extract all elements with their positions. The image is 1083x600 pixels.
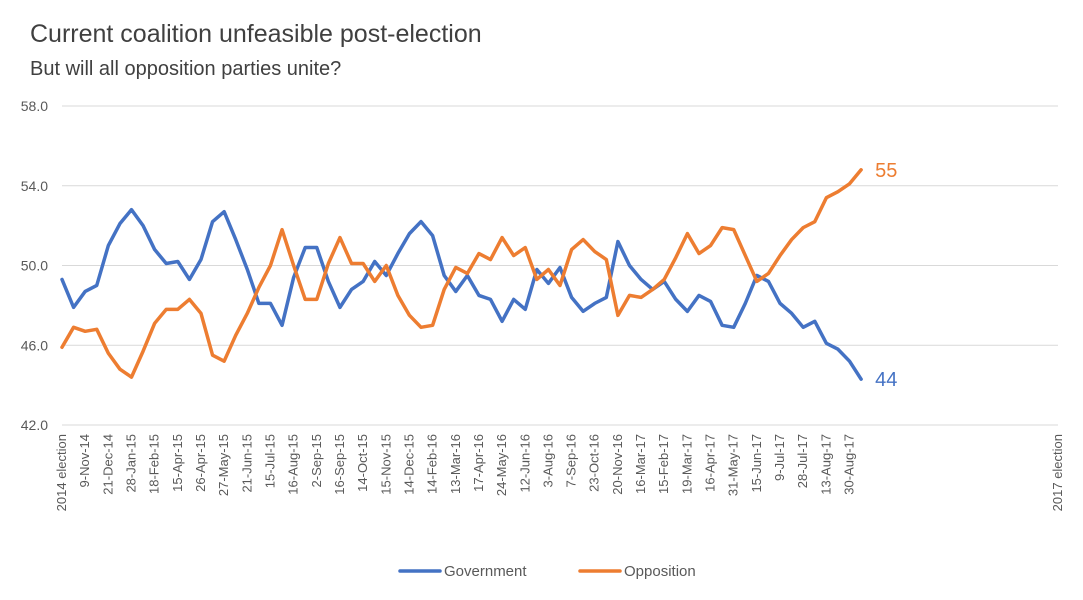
x-tick-label: 14-Dec-15 bbox=[401, 434, 416, 495]
legend: Government Opposition bbox=[398, 563, 696, 580]
series-line-opposition bbox=[60, 168, 863, 379]
x-tick-label: 27-May-15 bbox=[216, 434, 231, 496]
x-tick-label: 13-Aug-17 bbox=[818, 434, 833, 495]
y-tick-label: 50.0 bbox=[21, 258, 48, 274]
x-tick-label: 9-Nov-14 bbox=[77, 434, 92, 487]
x-tick-label: 30-Aug-17 bbox=[842, 434, 857, 495]
x-tick-label: 2-Sep-15 bbox=[309, 434, 324, 487]
end-label-opposition: 55 bbox=[875, 160, 897, 182]
end-label-government: 44 bbox=[875, 369, 897, 391]
x-tick-label: 15-Nov-15 bbox=[378, 434, 393, 495]
x-tick-label: 13-Mar-16 bbox=[448, 434, 463, 494]
x-tick-label: 18-Feb-15 bbox=[147, 434, 162, 494]
x-tick-label: 16-Apr-17 bbox=[703, 434, 718, 492]
x-tick-label: 28-Jul-17 bbox=[795, 434, 810, 488]
x-tick-label: 7-Sep-16 bbox=[564, 434, 579, 487]
x-tick-label: 19-Mar-17 bbox=[679, 434, 694, 494]
x-axis-ticks: 2014 election 9-Nov-14 21-Dec-14 28-Jan-15 1… bbox=[54, 434, 1065, 511]
y-axis-ticks: 42.0 46.0 50.0 54.0 58.0 bbox=[21, 98, 48, 433]
chart-subtitle: But will all opposition parties unite? bbox=[30, 58, 342, 80]
x-tick-label: 28-Jan-15 bbox=[123, 434, 138, 493]
x-tick-label: 14-Oct-15 bbox=[355, 434, 370, 492]
x-tick-label: 16-Mar-17 bbox=[633, 434, 648, 494]
x-tick-label: 2014 election bbox=[54, 434, 69, 511]
y-tick-label: 58.0 bbox=[21, 98, 48, 114]
x-tick-label: 24-May-16 bbox=[494, 434, 509, 496]
legend-label-opposition: Opposition bbox=[624, 563, 696, 580]
x-tick-label: 12-Jun-16 bbox=[517, 434, 532, 493]
x-tick-label: 15-Apr-15 bbox=[170, 434, 185, 492]
legend-label-government: Government bbox=[444, 563, 527, 580]
series-lines bbox=[60, 168, 863, 381]
x-tick-label: 21-Jun-15 bbox=[239, 434, 254, 493]
x-tick-label: 2017 election bbox=[1050, 434, 1065, 511]
chart-title: Current coalition unfeasible post-electi… bbox=[30, 20, 482, 48]
x-tick-label: 23-Oct-16 bbox=[587, 434, 602, 492]
x-tick-label: 14-Feb-16 bbox=[425, 434, 440, 494]
y-tick-label: 42.0 bbox=[21, 417, 48, 433]
series-line-government bbox=[60, 207, 863, 381]
y-tick-label: 46.0 bbox=[21, 337, 48, 353]
x-tick-label: 3-Aug-16 bbox=[540, 434, 555, 487]
x-tick-label: 26-Apr-15 bbox=[193, 434, 208, 492]
x-tick-label: 31-May-17 bbox=[726, 434, 741, 496]
x-tick-label: 15-Feb-17 bbox=[656, 434, 671, 494]
x-tick-label: 17-Apr-16 bbox=[471, 434, 486, 492]
x-tick-label: 16-Aug-15 bbox=[286, 434, 301, 495]
x-tick-label: 21-Dec-14 bbox=[100, 434, 115, 495]
x-tick-label: 15-Jun-17 bbox=[749, 434, 764, 493]
y-tick-label: 54.0 bbox=[21, 178, 48, 194]
x-tick-label: 16-Sep-15 bbox=[332, 434, 347, 495]
gridlines bbox=[62, 105, 1058, 426]
x-tick-label: 9-Jul-17 bbox=[772, 434, 787, 481]
x-tick-label: 20-Nov-16 bbox=[610, 434, 625, 495]
x-tick-label: 15-Jul-15 bbox=[262, 434, 277, 488]
end-labels: 55 44 bbox=[875, 160, 897, 391]
